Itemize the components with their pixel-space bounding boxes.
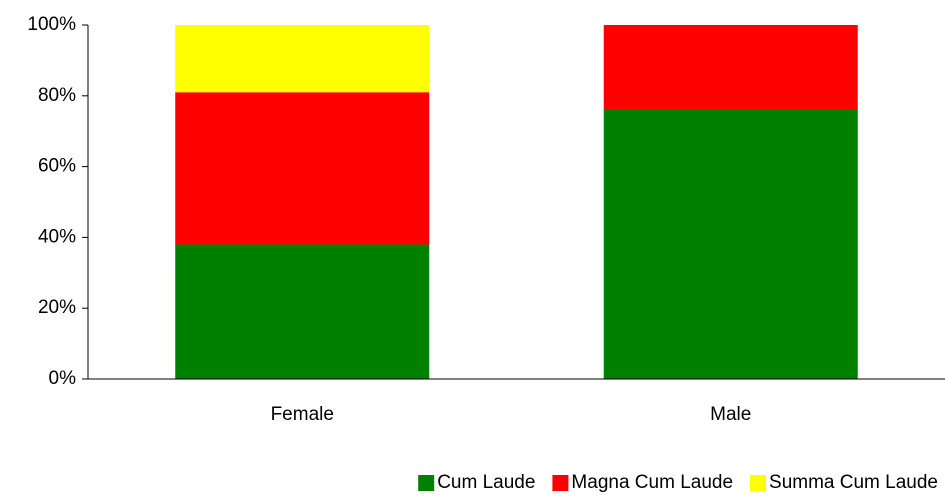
legend-swatch	[552, 475, 569, 491]
legend-label: Magna Cum Laude	[571, 472, 733, 493]
y-tick-label: 20%	[38, 297, 76, 318]
bar-segment	[175, 92, 430, 245]
y-tick-label: 40%	[38, 226, 76, 247]
x-tick-label: Female	[271, 404, 334, 425]
bar-segment	[603, 25, 858, 110]
legend-label: Cum Laude	[437, 472, 535, 493]
bar-segment	[175, 25, 430, 93]
legend-swatch	[418, 475, 435, 491]
x-tick-label: Male	[710, 404, 751, 425]
y-tick-label: 0%	[49, 368, 77, 389]
y-tick-label: 100%	[27, 14, 76, 35]
legend-swatch	[750, 475, 767, 491]
y-tick-label: 60%	[38, 156, 76, 177]
legend-label: Summa Cum Laude	[769, 472, 938, 493]
y-tick-label: 80%	[38, 85, 76, 106]
bar-segment	[603, 109, 858, 380]
bar-segment	[175, 244, 430, 379]
